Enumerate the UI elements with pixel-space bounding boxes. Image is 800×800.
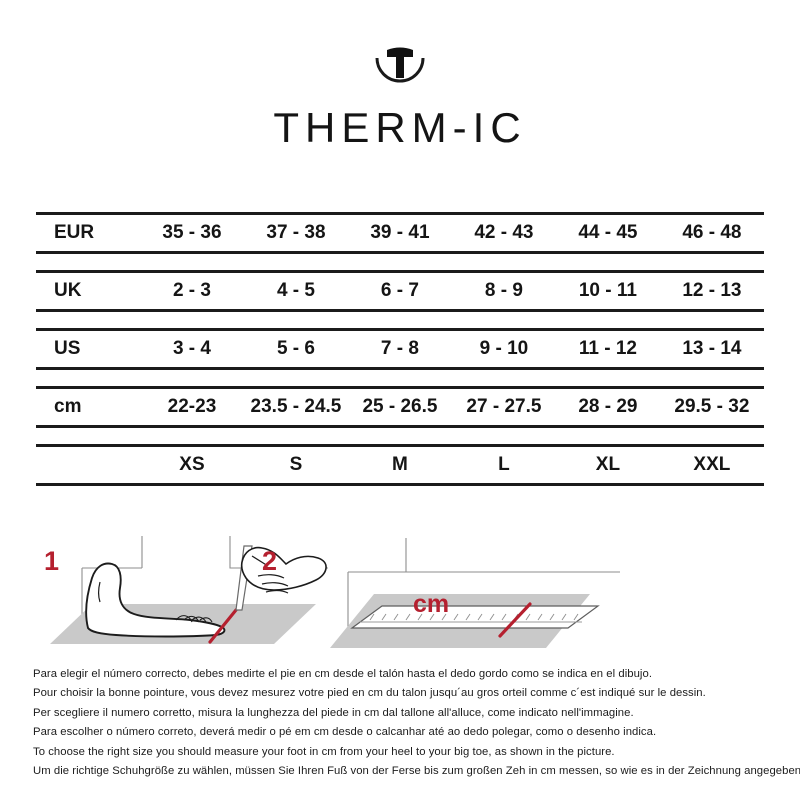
step-number-1: 1 (44, 546, 60, 576)
table-row-cm: cm 22-23 23.5 - 24.5 25 - 26.5 27 - 27.5… (36, 386, 764, 428)
table-cell: 8 - 9 (484, 280, 523, 301)
table-cell: L (498, 454, 510, 475)
instruction-line-it: Per scegliere il numero corretto, misura… (33, 706, 634, 719)
table-row-eur: EUR 35 - 36 37 - 38 39 - 41 42 - 43 44 -… (36, 212, 764, 254)
table-cell: 7 - 8 (380, 338, 419, 359)
table-cell: 35 - 36 (162, 222, 222, 243)
table-cell: 12 - 13 (682, 280, 742, 301)
row-label-eur: EUR (54, 222, 95, 243)
table-cell: M (392, 454, 408, 475)
instruction-line-fr: Pour choisir la bonne pointure, vous dev… (33, 687, 706, 700)
table-cell: 28 - 29 (578, 396, 638, 417)
brand-header: THERM-IC (0, 44, 800, 152)
table-cell: 46 - 48 (682, 222, 742, 243)
table-cell: 29.5 - 32 (674, 396, 750, 417)
table-cell: 22-23 (167, 396, 217, 417)
table-cell: 37 - 38 (266, 222, 326, 243)
table-cell: 3 - 4 (172, 338, 211, 359)
table-cell: 42 - 43 (474, 222, 534, 243)
size-chart-table: EUR 35 - 36 37 - 38 39 - 41 42 - 43 44 -… (36, 212, 764, 486)
table-cell: 10 - 11 (578, 280, 637, 301)
table-cell: 39 - 41 (370, 222, 430, 243)
table-cell: 5 - 6 (276, 338, 315, 359)
foot-on-paper-with-pencil-illustration (50, 536, 328, 644)
measurement-illustrations: 1 2 cm (30, 532, 770, 664)
row-label-uk: UK (54, 280, 82, 301)
table-cell: 44 - 45 (578, 222, 638, 243)
table-cell: 4 - 5 (276, 280, 315, 301)
table-cell: 2 - 3 (172, 280, 211, 301)
table-row-us: US 3 - 4 5 - 6 7 - 8 9 - 10 11 - 12 13 -… (36, 328, 764, 370)
thermic-t-in-circle-logo (375, 47, 425, 83)
row-label-us: US (54, 338, 81, 359)
ruler-measuring-paper-illustration (330, 538, 620, 648)
instructions-block: Para elegir el número correcto, debes me… (33, 665, 800, 781)
row-label-cm: cm (54, 396, 82, 417)
table-cell: XXL (693, 454, 731, 475)
cm-unit-label: cm (413, 590, 450, 618)
table-row-size-letters: XS S M L XL XXL (36, 444, 764, 486)
table-cell: 11 - 12 (578, 338, 637, 359)
instruction-line-pt: Para escolher o número correto, deverá m… (33, 726, 657, 739)
table-cell: 6 - 7 (380, 280, 419, 301)
instruction-line-de: Um die richtige Schuhgröße zu wählen, mü… (33, 765, 800, 778)
table-cell: 9 - 10 (479, 338, 529, 359)
table-row-uk: UK 2 - 3 4 - 5 6 - 7 8 - 9 10 - 11 12 - … (36, 270, 764, 312)
table-cell: S (289, 454, 303, 475)
table-cell: 27 - 27.5 (466, 396, 542, 417)
table-cell: XL (595, 454, 621, 475)
table-cell: 13 - 14 (682, 338, 742, 359)
instruction-line-es: Para elegir el número correcto, debes me… (33, 668, 653, 680)
table-cell: XS (179, 454, 205, 475)
brand-wordmark: THERM-IC (273, 104, 527, 151)
illustration-canvas (50, 536, 620, 648)
step-number-2: 2 (262, 546, 278, 576)
table-cell: 23.5 - 24.5 (250, 396, 342, 417)
table-cell: 25 - 26.5 (362, 396, 438, 417)
instruction-line-en: To choose the right size you should meas… (33, 745, 615, 758)
